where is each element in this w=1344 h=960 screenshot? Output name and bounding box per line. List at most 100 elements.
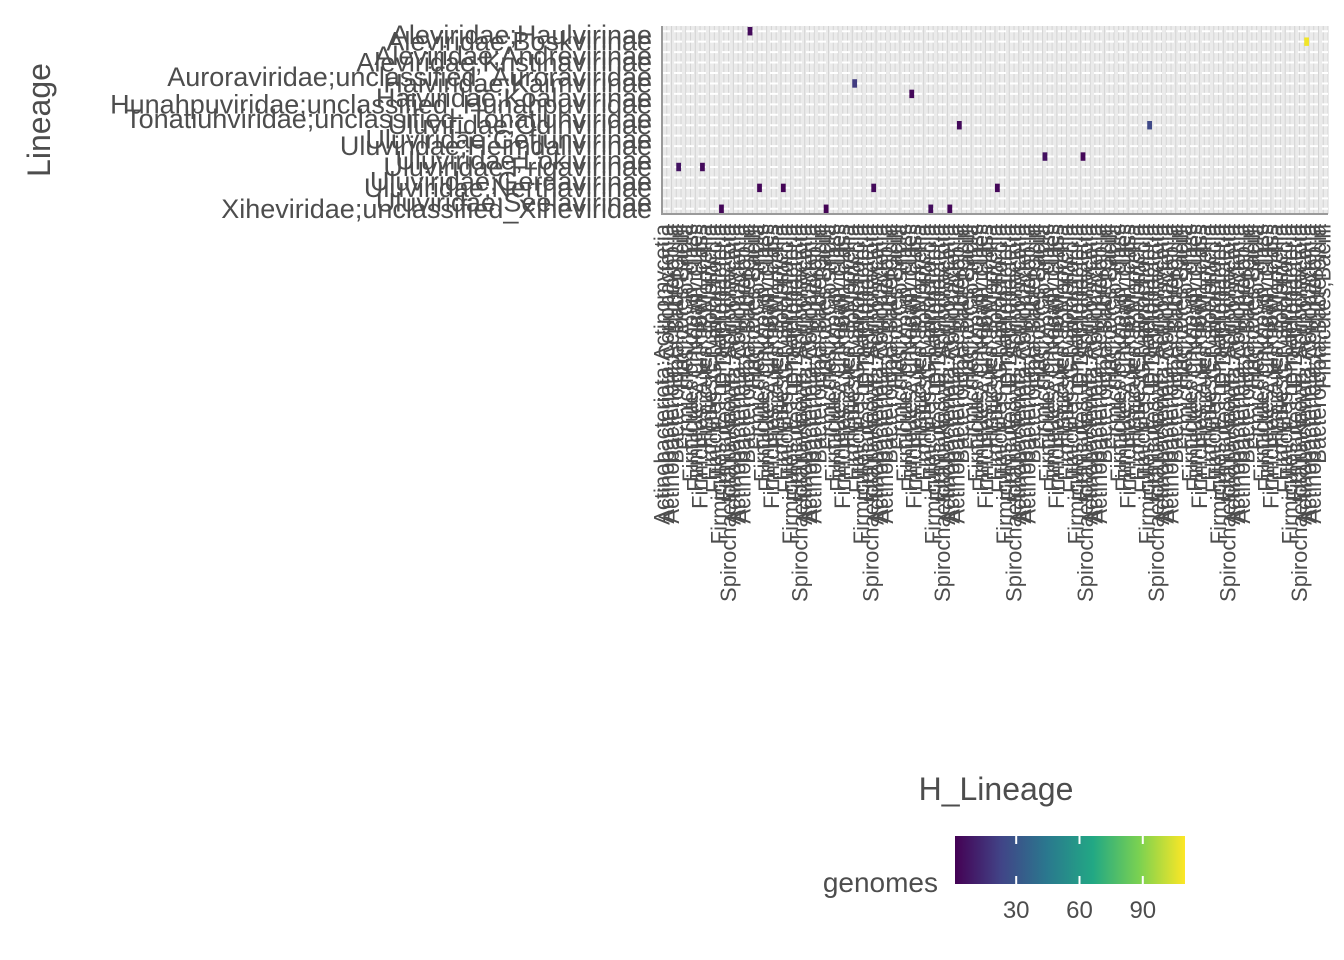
x-tick-label: Firmicutes;Bacilli <box>882 224 907 389</box>
x-tick-label: Firmicutes_D;Dethiobacteria <box>854 223 879 501</box>
legend-tick-label: 60 <box>1066 897 1093 924</box>
y-tick-label: Uluviridae;Lokivirinae <box>395 146 652 176</box>
x-tick-label: Firmicutes_A;Clostridia <box>1101 223 1126 450</box>
x-tick-labels: Actinobacteriota;ActinomycetiaActinobact… <box>649 223 1335 602</box>
color-legend: genomes 30 60 90 <box>823 836 1185 924</box>
x-tick-label: Bacteroidota;Bacteroidia <box>1092 223 1117 463</box>
y-tick-label: Aleviridae;Haulvirinae <box>391 20 652 50</box>
x-tick-label: Firmicutes;Erysipelotrichia <box>1054 223 1079 480</box>
x-tick-label: Firmicutes;Erysipelotrichia <box>697 223 722 480</box>
x-tick-label: Firmicutes_C;Negativicutes <box>754 224 779 492</box>
x-tick-label: Firmicutes;unknown_class <box>1177 224 1202 482</box>
x-tick-label: Firmicutes;Erysipelotrichia <box>768 223 793 480</box>
x-tick-label: Actinobacteriota;Coriobacteriia <box>940 223 965 523</box>
x-tick-label: Firmicutes_D;Dethiobacteria <box>711 223 736 501</box>
x-tick-label: Spirochaetota;unknown_Spirochaetota <box>1215 223 1240 602</box>
y-tick-label: Aleviridae;Boskvirinae <box>386 27 652 57</box>
y-tick-label: Uluviridae;Gefjunvirinae <box>365 125 652 155</box>
x-tick-label: Firmicutes_G;Limnochordia <box>1273 223 1298 493</box>
heatmap-cells <box>676 27 1309 213</box>
x-tick-label: Firmicutes_D;Dethiobacteria <box>783 223 808 501</box>
x-tick-label: Firmicutes_A;Clostridia <box>959 223 984 450</box>
x-tick-label: Spirochaetota;unknown_Spirochaetota <box>1073 223 1098 602</box>
x-tick-label: Firmicutes;Erysipelotrichia <box>1125 223 1150 480</box>
x-tick-label: Firmicutes;unknown_class <box>821 224 846 482</box>
x-tick-label: Actinobacteriota;Acidimicrobiia <box>1087 223 1112 523</box>
x-tick-label: Bacteroidota;Bacteroidia <box>1306 223 1331 463</box>
x-tick-label: Firmicutes_D;Dethiobacteria <box>1139 223 1164 501</box>
x-tick-label: Firmicutes_B;Moorellia <box>764 223 789 447</box>
x-tick-label: Firmicutes;unknown_class <box>963 224 988 482</box>
x-tick-label: Firmicutes;Bacilli <box>954 224 979 389</box>
x-axis-title: H_Lineage <box>919 771 1074 807</box>
x-tick-label: Firmicutes_E;Thermaerobacteria <box>778 223 803 544</box>
x-tick-label: Actinobacteriota;Actinomycetia <box>721 223 746 525</box>
x-tick-label: Firmicutes_A;unknown_class <box>759 224 784 509</box>
heatmap-cell <box>1304 37 1309 46</box>
legend-tick-label: 90 <box>1129 897 1156 924</box>
x-tick-label: Actinobacteriota;Acidimicrobiia <box>1016 223 1041 523</box>
heatmap-cell <box>719 204 724 213</box>
x-tick-label: Firmicutes_B;Moorellia <box>835 223 860 447</box>
x-tick-label: Actinobacteriota;Coriobacteriia <box>1225 223 1250 523</box>
x-tick-label: Firmicutes_B;Moorellia <box>1263 223 1288 447</box>
x-tick-label: Firmicutes_C;Negativicutes <box>1254 224 1279 492</box>
x-tick-label: Actinobacteriota;Coriobacteriia <box>725 223 750 523</box>
y-tick-label: Xiheviridae;unclassified_Xiheviridae <box>221 194 652 224</box>
x-tick-label: Bacteroidota;Bacteroidia <box>1163 223 1188 463</box>
x-tick-label: Firmicutes_A;unknown_class <box>973 224 998 509</box>
x-tick-label: Firmicutes;unknown_class <box>1249 224 1274 482</box>
heatmap-cell <box>852 79 858 88</box>
x-tick-label: Firmicutes_A;unknown_class <box>1187 224 1212 509</box>
x-tick-label: Firmicutes;Bacilli <box>811 224 836 389</box>
x-tick-label: Firmicutes;Erysipelotrichia <box>911 223 936 480</box>
x-tick-label: Spirochaetota;unknown_Spirochaetota <box>859 223 884 602</box>
x-tick-label: Firmicutes_B;Moorellia <box>1049 223 1074 447</box>
x-tick-label: Spirochaetota;unknown_Spirochaetota <box>1287 223 1312 602</box>
y-tick-labels: Xiheviridae;unclassified_XiheviridaeUluv… <box>110 20 652 224</box>
x-tick-label: Actinobacteriota;Acidimicrobiia <box>659 223 684 523</box>
x-tick-label: Firmicutes;unknown_class <box>1106 224 1131 482</box>
x-tick-label: Spirochaetota;unknown_Spirochaetota <box>1144 223 1169 602</box>
x-tick-label: Firmicutes_A;Clostridia <box>1173 223 1198 450</box>
x-tick-label: Firmicutes;unknown_class <box>1035 224 1060 482</box>
x-tick-label: Actinobacteriota;Actinomycetia <box>1078 223 1103 525</box>
heatmap-cell <box>1147 121 1152 130</box>
heatmap-cell <box>995 183 1000 193</box>
y-tick-label: Uluviridae;Frigavirinae <box>383 152 652 182</box>
x-tick-label: Actinobacteriota;Acidimicrobiia <box>1230 223 1255 523</box>
x-tick-label: Bacteroidota;Bacteroidia <box>1235 223 1260 463</box>
x-tick-label: Firmicutes;unknown_class <box>892 224 917 482</box>
x-tick-label: Firmicutes_A;Clostridia <box>887 223 912 450</box>
x-tick-label: Firmicutes_A;unknown_class <box>1116 224 1141 509</box>
x-tick-label: Firmicutes_C;Negativicutes <box>1111 224 1136 492</box>
heatmap-cell <box>823 204 829 213</box>
legend-tick-label: 30 <box>1003 897 1030 924</box>
x-tick-label: Firmicutes_A;unknown_class <box>687 224 712 509</box>
x-tick-label: Firmicutes;Erysipelotrichia <box>840 223 865 480</box>
x-tick-label: Firmicutes;Bacilli <box>1097 224 1122 389</box>
x-tick-label: Firmicutes;unknown_class <box>749 224 774 482</box>
y-tick-label: Uluviridae;Odinvirinae <box>388 110 652 140</box>
x-tick-label: Bacteroidota;Bacteroidia <box>878 223 903 463</box>
y-tick-label: Uluviridae;Nerthavirinae <box>364 173 652 203</box>
x-tick-label: Actinobacteriota;Coriobacteriia <box>654 223 679 523</box>
x-tick-label: Firmicutes_A;unknown_class <box>902 224 927 509</box>
y-tick-label: Haiviridae;Kaimvirinae <box>383 68 652 98</box>
x-tick-label: Firmicutes_E;Thermaerobacteria <box>1063 223 1088 544</box>
x-tick-label: Firmicutes_E;Thermaerobacteria <box>1277 223 1302 544</box>
legend-title: genomes <box>823 867 938 898</box>
plot-panel <box>661 26 1329 215</box>
x-tick-label: Firmicutes_G;Limnochordia <box>1130 223 1155 493</box>
heatmap-cell <box>871 183 877 193</box>
y-tick-label: Haiviridae;Koalavirinae <box>376 83 652 113</box>
heatmap-cell <box>1080 152 1086 161</box>
x-tick-label: Firmicutes;Erysipelotrichia <box>1268 223 1293 480</box>
heatmap-cell <box>747 27 753 36</box>
heatmap-cell <box>928 204 934 213</box>
x-tick-label: Firmicutes_A;unknown_class <box>830 224 855 509</box>
x-tick-label: Firmicutes_D;Dethiobacteria <box>1282 223 1307 501</box>
x-tick-label: Firmicutes_A;unknown_class <box>1044 224 1069 509</box>
x-tick-label: Firmicutes_A;Clostridia <box>673 223 698 450</box>
x-tick-label: Actinobacteriota;Coriobacteriia <box>797 223 822 523</box>
